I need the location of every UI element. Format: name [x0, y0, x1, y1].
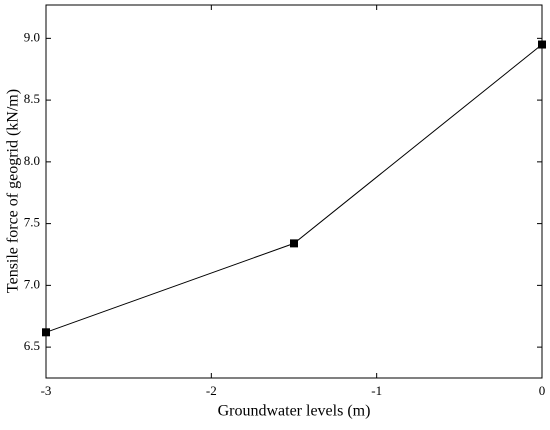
- x-tick-label: -2: [206, 383, 217, 398]
- y-tick-label: 8.5: [24, 91, 40, 106]
- y-tick-label: 7.5: [24, 215, 40, 230]
- point-marker: [538, 40, 546, 49]
- y-tick-label: 6.5: [24, 338, 40, 353]
- y-tick-label: 9.0: [24, 29, 40, 44]
- x-axis-title: Groundwater levels (m): [218, 403, 371, 420]
- plot-frame: [45, 4, 543, 379]
- point-marker: [290, 239, 298, 248]
- series-line: [45, 44, 543, 333]
- x-tick-label: 0: [539, 383, 546, 398]
- point-marker: [42, 328, 50, 337]
- y-tick-label: 7.0: [24, 276, 40, 291]
- y-axis-title: Tensile force of geogrid (kN/m): [5, 89, 22, 293]
- x-tick-label: -3: [41, 383, 52, 398]
- x-tick-label: -1: [371, 383, 382, 398]
- y-tick-label: 8.0: [24, 153, 40, 168]
